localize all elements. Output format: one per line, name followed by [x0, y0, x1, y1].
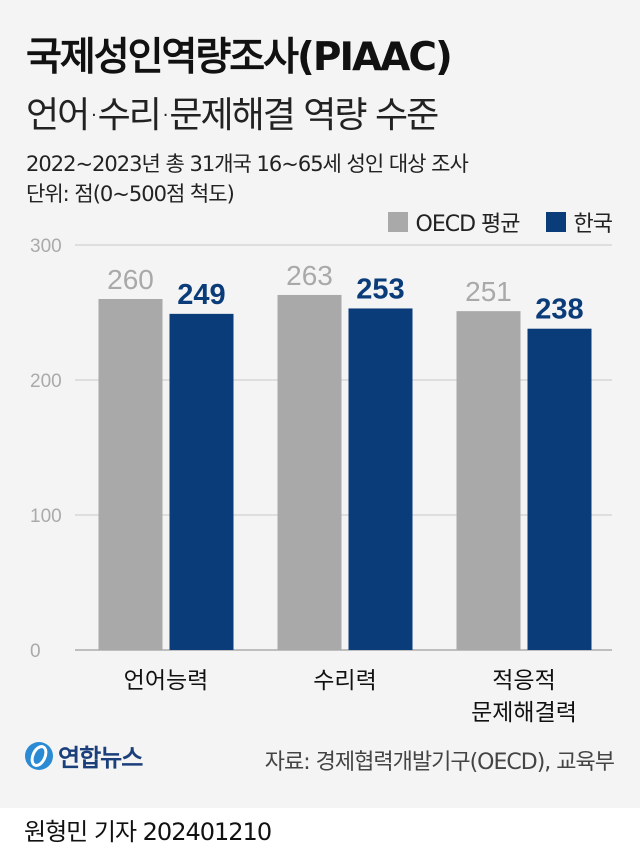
x-category-label: 적응적 — [492, 668, 555, 694]
x-category-label: 언어능력 — [124, 668, 209, 694]
y-tick-label: 0 — [30, 641, 41, 662]
x-category-label: 문제해결력 — [471, 700, 577, 726]
logo-text: 연합뉴스 — [58, 744, 143, 772]
yonhap-logo: 연합뉴스 — [24, 738, 143, 773]
legend-label-korea: 한국 — [573, 212, 613, 237]
y-tick-label: 300 — [30, 236, 62, 257]
legend-swatch-oecd — [387, 212, 408, 232]
y-tick-label: 100 — [30, 506, 62, 527]
chart-title: 국제성인역량조사(PIAAC) — [26, 35, 453, 80]
yonhap-logo-icon — [25, 741, 53, 770]
bar-oecd — [98, 299, 163, 650]
bar-oecd — [277, 294, 342, 650]
legend-swatch-korea — [545, 212, 566, 232]
source-note: 자료: 경제협력개발기구(OECD), 교육부 — [264, 750, 615, 775]
unit-note: 단위: 점(0~500점 척도) — [26, 182, 235, 206]
legend: OECD 평균 한국 — [387, 206, 613, 238]
data-label: 263 — [286, 260, 333, 291]
data-label: 251 — [465, 276, 512, 307]
bar-chart: 0 100 200 300 260 249 언어능력 263 253 수리력 251 238 적응적문제… — [30, 236, 612, 726]
x-category-label: 수리력 — [313, 668, 376, 694]
survey-note: 2022~2023년 총 31개국 16~65세 성인 대상 조사 — [26, 152, 469, 176]
bar-korea — [527, 328, 592, 650]
data-label: 249 — [177, 279, 225, 311]
bar-korea — [169, 313, 234, 650]
bar-korea — [348, 308, 413, 650]
data-label: 253 — [356, 273, 404, 305]
chart-subtitle: 언어·수리·문제해결 역량 수준 — [26, 95, 439, 136]
byline: 원형민 기자 202401210 — [24, 818, 272, 846]
legend-label-oecd: OECD 평균 — [415, 212, 521, 237]
y-tick-label: 200 — [30, 371, 62, 392]
data-label: 238 — [535, 294, 583, 326]
bar-oecd — [456, 311, 521, 650]
data-label: 260 — [107, 264, 154, 295]
